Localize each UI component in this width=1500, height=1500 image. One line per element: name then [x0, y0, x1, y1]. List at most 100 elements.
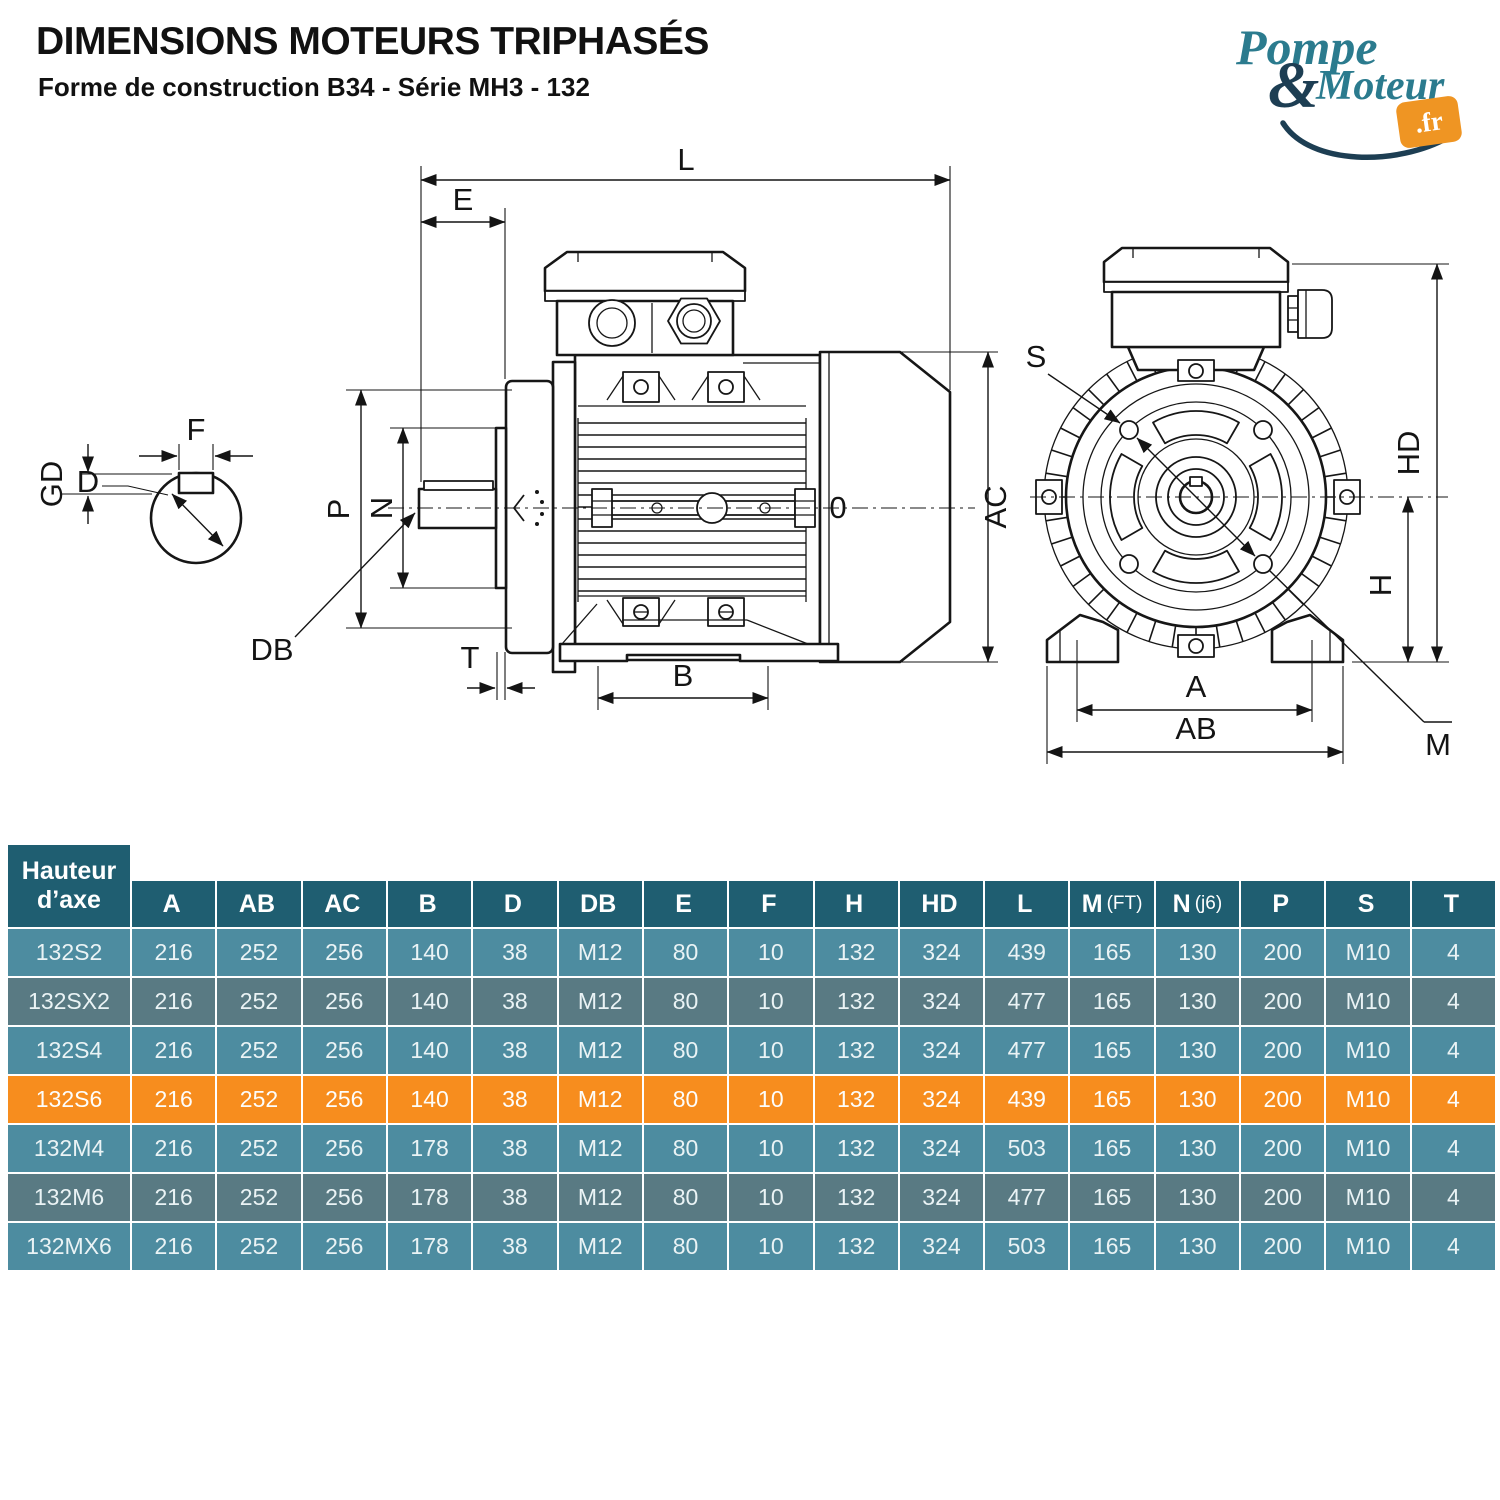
- table-cell: 216: [132, 1027, 216, 1074]
- table-cell: M12: [558, 1223, 642, 1270]
- table-cell: 477: [985, 1027, 1069, 1074]
- logo-fr-badge: .fr: [1395, 94, 1463, 150]
- table-cell: 10: [729, 929, 813, 976]
- dim-label-s: S: [1026, 339, 1047, 374]
- dim-label-ab: AB: [1175, 711, 1216, 746]
- corner-header: Hauteur d’axe: [8, 845, 130, 927]
- col-header-h: H: [814, 881, 898, 927]
- table-cell: 252: [217, 1125, 301, 1172]
- dim-label-b: B: [673, 658, 694, 693]
- table-cell: 165: [1070, 1223, 1154, 1270]
- row-label: 132S6: [8, 1076, 130, 1123]
- table-cell: 132: [814, 1223, 898, 1270]
- dim-label-hd: HD: [1391, 431, 1426, 476]
- table-cell: 38: [473, 1125, 557, 1172]
- table-cell: 324: [899, 1174, 984, 1221]
- dimensions-table: Hauteur d’axe A AB AC B D DB E F H HD L …: [8, 845, 1495, 1272]
- table-cell: 252: [217, 1076, 301, 1123]
- table-cell: 324: [899, 1125, 984, 1172]
- table-cell: 200: [1241, 1027, 1325, 1074]
- table-cell: M12: [558, 929, 642, 976]
- dim-label-p: P: [321, 499, 356, 520]
- col-header-hd: HD: [899, 881, 984, 927]
- col-header-s: S: [1326, 881, 1410, 927]
- table-row: 132M6 216 252 256 178 38 M12 80 10 132 324 477 165 13…: [8, 1174, 1495, 1221]
- front-view-dimensions: S M HD H A AB: [1026, 263, 1452, 764]
- table-cell: 132: [814, 1076, 898, 1123]
- dim-label-gd: GD: [34, 461, 69, 508]
- table-cell: 503: [985, 1125, 1069, 1172]
- side-view-dimensions: L E P N DB T B AC: [250, 142, 1013, 710]
- table-row: 132S2 216 252 256 140 38 M12 80 10 132 324 439 165 13…: [8, 929, 1495, 976]
- table-cell: 216: [132, 978, 216, 1025]
- page-title: DIMENSIONS MOTEURS TRIPHASÉS: [36, 20, 709, 63]
- table-cell: 256: [302, 929, 386, 976]
- table-cell: 256: [302, 1223, 386, 1270]
- table-cell: 4: [1411, 1076, 1495, 1123]
- col-header-p: P: [1241, 881, 1325, 927]
- table-cell: M10: [1326, 1174, 1410, 1221]
- row-label: 132SX2: [8, 978, 130, 1025]
- dim-label-l: L: [677, 142, 694, 177]
- table-cell: M10: [1326, 978, 1410, 1025]
- table-cell: M10: [1326, 1076, 1410, 1123]
- table-cell: 200: [1241, 1125, 1325, 1172]
- col-header-db: DB: [558, 881, 642, 927]
- col-header-ab: AB: [217, 881, 301, 927]
- table-cell: 252: [217, 1174, 301, 1221]
- table-cell: 216: [132, 1174, 216, 1221]
- table-cell: 132: [814, 978, 898, 1025]
- dim-label-f: F: [187, 412, 206, 447]
- table-cell: 38: [473, 1076, 557, 1123]
- table-cell: M10: [1326, 1027, 1410, 1074]
- table-cell: 439: [985, 929, 1069, 976]
- logo-ampersand: &: [1268, 49, 1320, 122]
- table-cell: 80: [643, 978, 728, 1025]
- table-cell: 256: [302, 978, 386, 1025]
- table-cell: 130: [1155, 1174, 1240, 1221]
- table-row: 132S6 216 252 256 140 38 M12 80 10 132 324 439 165 13…: [8, 1076, 1495, 1123]
- dim-label-m: M: [1425, 727, 1451, 762]
- table-cell: 216: [132, 929, 216, 976]
- col-header-n: N (j6): [1155, 881, 1240, 927]
- table-cell: 178: [387, 1125, 472, 1172]
- table-cell: 10: [729, 978, 813, 1025]
- table-cell: 132: [814, 929, 898, 976]
- table-cell: 200: [1241, 1174, 1325, 1221]
- table-cell: 4: [1411, 1223, 1495, 1270]
- col-header-d: D: [473, 881, 557, 927]
- table-cell: 165: [1070, 1174, 1154, 1221]
- table-row: 132M4 216 252 256 178 38 M12 80 10 132 324 503 165 13…: [8, 1125, 1495, 1172]
- table-cell: 503: [985, 1223, 1069, 1270]
- row-label: 132MX6: [8, 1223, 130, 1270]
- table-cell: 165: [1070, 929, 1154, 976]
- table-cell: 130: [1155, 978, 1240, 1025]
- table-cell: 477: [985, 978, 1069, 1025]
- table-cell: 130: [1155, 1223, 1240, 1270]
- dim-label-t: T: [461, 640, 480, 675]
- table-cell: 216: [132, 1125, 216, 1172]
- table-cell: 4: [1411, 978, 1495, 1025]
- logo-pompe: Pompe: [1236, 19, 1378, 75]
- row-label: 132M4: [8, 1125, 130, 1172]
- table-cell: M12: [558, 978, 642, 1025]
- table-cell: 252: [217, 1027, 301, 1074]
- col-header-b: B: [387, 881, 472, 927]
- table-cell: M12: [558, 1125, 642, 1172]
- table-row: 132SX2 216 252 256 140 38 M12 80 10 132 324 477 165 1…: [8, 978, 1495, 1025]
- table-cell: 252: [217, 1223, 301, 1270]
- dim-label-ac: AC: [978, 485, 1013, 528]
- table-cell: 178: [387, 1223, 472, 1270]
- table-cell: 80: [643, 1223, 728, 1270]
- dim-label-e: E: [453, 182, 474, 217]
- col-header-f: F: [729, 881, 813, 927]
- dim-label-h: H: [1363, 574, 1398, 596]
- row-label: 132S2: [8, 929, 130, 976]
- table-cell: 477: [985, 1174, 1069, 1221]
- table-cell: M10: [1326, 1125, 1410, 1172]
- table-row: 132MX6 216 252 256 178 38 M12 80 10 132 324 503 165 1…: [8, 1223, 1495, 1270]
- dim-label-db: DB: [250, 632, 293, 667]
- table-cell: 140: [387, 978, 472, 1025]
- table-cell: 10: [729, 1125, 813, 1172]
- table-cell: 439: [985, 1076, 1069, 1123]
